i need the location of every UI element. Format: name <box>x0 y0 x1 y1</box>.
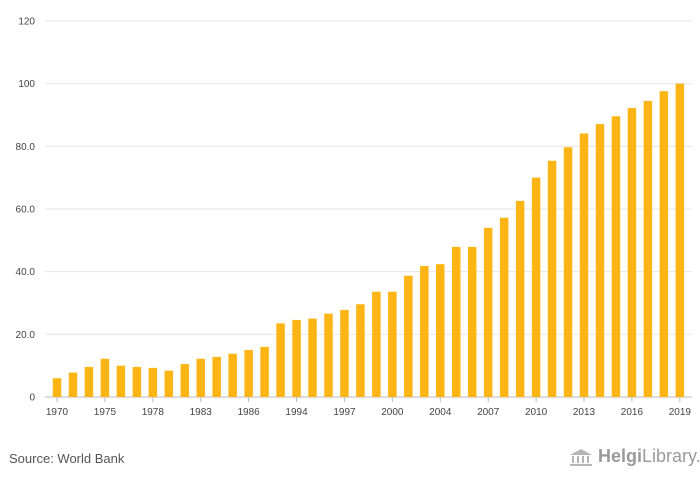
x-tick-label: 1983 <box>190 407 213 418</box>
bar-1981[interactable] <box>228 353 237 397</box>
bar-1998[interactable] <box>499 217 509 397</box>
x-axis-ticks: 1970 1975 1978 1983 1986 1994 1997 2000 2004 2007… <box>46 397 692 418</box>
x-tick-label: 2007 <box>477 407 500 418</box>
x-tick-label: 1970 <box>46 407 69 418</box>
bar-1971[interactable] <box>68 372 78 397</box>
logo-text-bold: Helgi <box>598 446 643 466</box>
helgi-library-logo[interactable]: HelgiLibrary. <box>568 446 700 467</box>
x-tick-label: 2016 <box>621 407 644 418</box>
bar-2008[interactable] <box>659 91 669 397</box>
bar-1979[interactable] <box>196 358 205 397</box>
bar-1983[interactable] <box>260 346 269 397</box>
bar-1973[interactable] <box>100 358 110 397</box>
bar-1993[interactable] <box>420 266 429 397</box>
y-tick-label: 20.0 <box>16 330 36 341</box>
source-note: Source: World Bank <box>9 451 125 466</box>
bar-1988[interactable] <box>340 309 349 397</box>
x-tick-label: 1986 <box>238 407 261 418</box>
library-building-icon <box>570 448 592 466</box>
bar-2005[interactable] <box>611 116 621 398</box>
bar-1986[interactable] <box>308 318 317 397</box>
y-tick-label: 40.0 <box>16 267 36 278</box>
bar-1972[interactable] <box>84 366 94 397</box>
x-tick-label: 2013 <box>573 407 596 418</box>
bar-2009[interactable] <box>675 83 685 398</box>
y-tick-label: 100 <box>18 79 35 90</box>
x-tick-label: 2000 <box>381 407 404 418</box>
bar-1970[interactable] <box>52 378 62 397</box>
bar-1999[interactable] <box>515 200 525 397</box>
bar-1995[interactable] <box>452 246 461 397</box>
bar-1996[interactable] <box>467 246 477 397</box>
x-tick-label: 2010 <box>525 407 548 418</box>
bar-1985[interactable] <box>292 319 301 397</box>
y-tick-label: 80.0 <box>16 142 36 153</box>
bars <box>52 83 685 398</box>
y-axis-ticks: 0 20.0 40.0 60.0 80.0 100 120 <box>16 17 36 404</box>
y-tick-label: 120 <box>18 17 35 28</box>
bar-1994[interactable] <box>436 264 445 397</box>
bar-1974[interactable] <box>116 365 126 397</box>
bar-1977[interactable] <box>164 370 174 397</box>
bar-1984[interactable] <box>276 323 285 397</box>
y-tick-label: 60.0 <box>16 205 36 216</box>
bar-2006[interactable] <box>627 108 637 398</box>
bar-1990[interactable] <box>372 291 381 397</box>
x-tick-label: 2004 <box>429 407 452 418</box>
bar-2000[interactable] <box>531 177 541 397</box>
bar-1989[interactable] <box>356 304 365 397</box>
x-tick-label: 2019 <box>669 407 692 418</box>
bar-2004[interactable] <box>595 124 605 397</box>
bar-1975[interactable] <box>132 366 142 397</box>
x-tick-label: 1978 <box>142 407 165 418</box>
bar-1992[interactable] <box>404 275 413 397</box>
x-tick-label: 1994 <box>285 407 308 418</box>
bar-1978[interactable] <box>180 364 190 397</box>
bar-2007[interactable] <box>643 100 653 398</box>
bar-1976[interactable] <box>148 367 158 397</box>
bar-1987[interactable] <box>324 313 333 397</box>
bar-1980[interactable] <box>212 356 221 397</box>
y-tick-label: 0 <box>29 393 35 404</box>
bar-1997[interactable] <box>483 227 493 397</box>
bar-1991[interactable] <box>388 291 397 397</box>
bar-2002[interactable] <box>563 147 573 397</box>
bar-2003[interactable] <box>579 133 589 397</box>
bar-chart: 0 20.0 40.0 60.0 80.0 100 120 1970 1975 1978 1983… <box>16 17 692 418</box>
grid-lines <box>45 20 692 398</box>
bar-1982[interactable] <box>244 350 253 397</box>
logo-text-light: Library. <box>642 446 700 466</box>
x-tick-label: 1975 <box>94 407 117 418</box>
x-tick-label: 1997 <box>333 407 356 418</box>
bar-2001[interactable] <box>547 160 557 397</box>
